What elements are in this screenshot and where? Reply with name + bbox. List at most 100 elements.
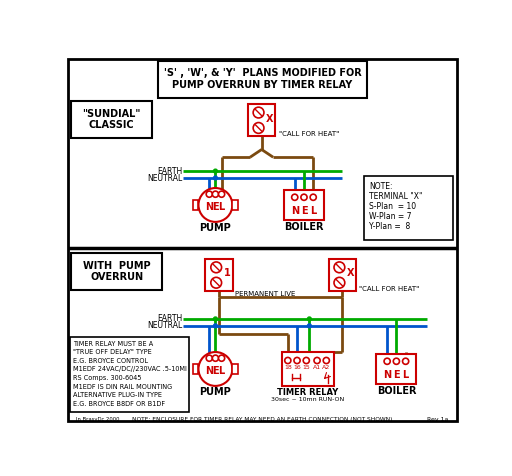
Text: 1: 1 bbox=[224, 268, 230, 278]
Circle shape bbox=[303, 357, 309, 364]
Text: 16: 16 bbox=[293, 365, 301, 370]
Circle shape bbox=[211, 278, 222, 288]
Text: PUMP OVERRUN BY TIMER RELAY: PUMP OVERRUN BY TIMER RELAY bbox=[172, 80, 353, 90]
Text: In BrasyDc 2000: In BrasyDc 2000 bbox=[76, 417, 120, 422]
Text: TERMINAL "X": TERMINAL "X" bbox=[370, 192, 423, 201]
Text: E.G. BROYCE CONTROL: E.G. BROYCE CONTROL bbox=[73, 358, 148, 364]
Bar bbox=[205, 259, 233, 291]
Bar bbox=[72, 253, 162, 290]
Text: "SUNDIAL": "SUNDIAL" bbox=[82, 109, 141, 119]
Text: EARTH: EARTH bbox=[157, 167, 182, 176]
Text: E: E bbox=[393, 370, 400, 380]
Text: ALTERNATIVE PLUG-IN TYPE: ALTERNATIVE PLUG-IN TYPE bbox=[73, 392, 162, 398]
Circle shape bbox=[206, 191, 212, 197]
Circle shape bbox=[211, 262, 222, 273]
Circle shape bbox=[212, 191, 219, 197]
Circle shape bbox=[334, 278, 345, 288]
Text: TIMER RELAY: TIMER RELAY bbox=[277, 387, 338, 397]
Circle shape bbox=[310, 194, 316, 200]
Text: EARTH: EARTH bbox=[157, 315, 182, 323]
Circle shape bbox=[219, 191, 225, 197]
Text: CLASSIC: CLASSIC bbox=[89, 120, 134, 130]
Text: X: X bbox=[266, 114, 274, 124]
Text: NEUTRAL: NEUTRAL bbox=[147, 174, 182, 182]
Text: M1EDF IS DIN RAIL MOUNTING: M1EDF IS DIN RAIL MOUNTING bbox=[73, 384, 172, 390]
Bar bbox=[376, 354, 416, 385]
Text: NOTE:: NOTE: bbox=[370, 182, 393, 191]
Text: M1EDF 24VAC/DC//230VAC .5-10MI: M1EDF 24VAC/DC//230VAC .5-10MI bbox=[73, 367, 187, 372]
Bar bbox=[364, 177, 453, 240]
Text: A2: A2 bbox=[322, 365, 330, 370]
Circle shape bbox=[214, 176, 218, 180]
Bar bbox=[248, 104, 275, 137]
Circle shape bbox=[393, 358, 399, 364]
Text: BOILER: BOILER bbox=[284, 221, 324, 231]
Circle shape bbox=[292, 194, 298, 200]
Circle shape bbox=[199, 352, 232, 386]
Bar bbox=[193, 364, 199, 374]
Text: NOTE: ENCLOSURE FOR TIMER RELAY MAY NEED AN EARTH CONNECTION (NOT SHOWN): NOTE: ENCLOSURE FOR TIMER RELAY MAY NEED… bbox=[132, 416, 393, 422]
Circle shape bbox=[307, 317, 311, 321]
Text: N: N bbox=[383, 370, 391, 380]
Text: 15: 15 bbox=[303, 365, 310, 370]
Text: E.G. BROYCE B8DF OR B1DF: E.G. BROYCE B8DF OR B1DF bbox=[73, 401, 165, 407]
Bar bbox=[329, 259, 356, 291]
Text: N: N bbox=[291, 206, 299, 216]
Text: "TRUE OFF DELAY" TYPE: "TRUE OFF DELAY" TYPE bbox=[73, 349, 152, 355]
Bar bbox=[232, 364, 238, 374]
Circle shape bbox=[206, 355, 212, 361]
Text: PUMP: PUMP bbox=[200, 387, 231, 397]
Circle shape bbox=[402, 358, 409, 364]
Circle shape bbox=[253, 123, 264, 133]
Bar bbox=[282, 352, 334, 386]
Text: 30sec ~ 10mn RUN-ON: 30sec ~ 10mn RUN-ON bbox=[271, 397, 345, 402]
Bar bbox=[158, 61, 367, 98]
Text: RS Comps. 300-6045: RS Comps. 300-6045 bbox=[73, 375, 141, 381]
Circle shape bbox=[253, 107, 264, 118]
Circle shape bbox=[307, 324, 311, 328]
Text: S-Plan  = 10: S-Plan = 10 bbox=[370, 202, 417, 211]
Bar bbox=[284, 189, 324, 220]
Text: X: X bbox=[347, 268, 355, 278]
Text: N: N bbox=[205, 366, 214, 376]
Text: "CALL FOR HEAT": "CALL FOR HEAT" bbox=[359, 286, 420, 292]
Text: TIMER RELAY MUST BE A: TIMER RELAY MUST BE A bbox=[73, 340, 153, 347]
Circle shape bbox=[199, 188, 232, 222]
Text: PERMANENT LIVE: PERMANENT LIVE bbox=[236, 291, 295, 298]
Circle shape bbox=[301, 194, 307, 200]
Text: W-Plan = 7: W-Plan = 7 bbox=[370, 212, 412, 221]
Text: "CALL FOR HEAT": "CALL FOR HEAT" bbox=[279, 131, 339, 137]
Circle shape bbox=[212, 355, 219, 361]
Text: L: L bbox=[219, 366, 225, 376]
Circle shape bbox=[384, 358, 390, 364]
Text: NEUTRAL: NEUTRAL bbox=[147, 321, 182, 330]
Circle shape bbox=[334, 262, 345, 273]
Bar bbox=[193, 200, 199, 209]
Text: L: L bbox=[402, 370, 409, 380]
Text: L: L bbox=[219, 201, 225, 211]
Text: E: E bbox=[212, 366, 219, 376]
Circle shape bbox=[314, 357, 320, 364]
Text: L: L bbox=[310, 206, 316, 216]
Circle shape bbox=[219, 355, 225, 361]
Text: Y-Plan =  8: Y-Plan = 8 bbox=[370, 222, 411, 231]
Bar bbox=[72, 101, 152, 138]
Circle shape bbox=[294, 357, 300, 364]
Text: E: E bbox=[301, 206, 307, 216]
Circle shape bbox=[214, 169, 218, 173]
Text: Rev 1a: Rev 1a bbox=[428, 417, 449, 422]
Text: 18: 18 bbox=[284, 365, 292, 370]
Text: N: N bbox=[205, 201, 214, 211]
Text: E: E bbox=[212, 201, 219, 211]
Bar bbox=[232, 200, 238, 209]
Text: BOILER: BOILER bbox=[377, 386, 416, 396]
Text: PUMP: PUMP bbox=[200, 223, 231, 233]
Circle shape bbox=[214, 324, 218, 328]
Bar bbox=[70, 337, 189, 412]
Text: OVERRUN: OVERRUN bbox=[90, 272, 143, 282]
Text: WITH  PUMP: WITH PUMP bbox=[83, 261, 151, 271]
Text: 'S' , 'W', & 'Y'  PLANS MODIFIED FOR: 'S' , 'W', & 'Y' PLANS MODIFIED FOR bbox=[163, 68, 361, 78]
Circle shape bbox=[323, 357, 329, 364]
Circle shape bbox=[285, 357, 291, 364]
Text: A1: A1 bbox=[313, 365, 321, 370]
